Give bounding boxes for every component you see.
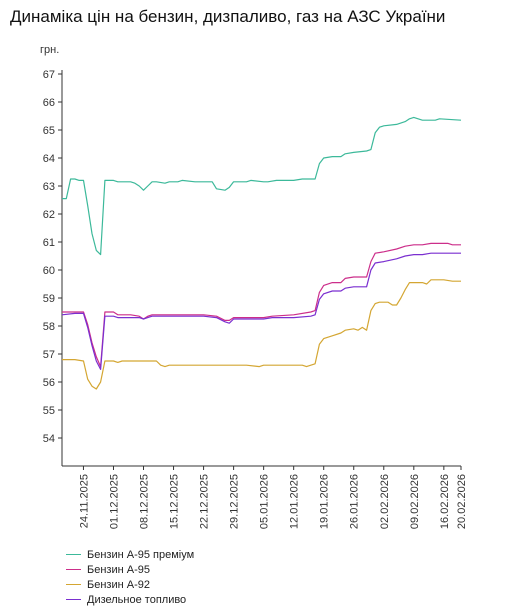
y-tick-label: 61 (43, 237, 55, 249)
price-line-chart: грн. 54 55 56 57 58 59 60 61 62 63 64 65 66 67 24.11.20… (40, 44, 468, 529)
x-tick-label: 08.12.2025 (139, 474, 151, 529)
y-tick-label: 58 (43, 321, 55, 333)
legend-label: Бензин А-92 (87, 578, 150, 591)
x-tick-label: 29.12.2025 (229, 474, 241, 529)
y-tick-label: 56 (43, 377, 55, 389)
legend-label: Бензин А-95 преміум (87, 548, 195, 561)
x-tick-label: 20.02.2026 (456, 474, 468, 529)
legend-swatch (66, 569, 81, 570)
chart-legend: Бензин А-95 преміум Бензин А-95 Бензин А-9… (66, 547, 194, 607)
x-tick-label: 12.01.2026 (289, 474, 301, 529)
y-tick-label: 59 (43, 293, 55, 305)
x-tick-label: 01.12.2025 (108, 474, 120, 529)
y-tick-label: 60 (43, 265, 55, 277)
y-tick-label: 62 (43, 209, 55, 221)
chart-title: Динаміка цін на бензин, дизпаливо, газ н… (10, 7, 446, 26)
y-tick-label: 65 (43, 125, 55, 137)
y-tick-label: 54 (43, 433, 55, 445)
legend-item: Бензин А-95 (66, 562, 194, 577)
series-line-1 (62, 242, 461, 368)
y-tick-label: 63 (43, 181, 55, 193)
x-tick-label: 15.12.2025 (169, 474, 181, 529)
x-tick-label: 26.01.2026 (349, 474, 361, 529)
x-tick-label: 16.02.2026 (439, 474, 451, 529)
series-line-3 (61, 252, 461, 370)
x-tick-label: 05.01.2026 (259, 474, 271, 529)
y-tick-label: 66 (43, 97, 55, 109)
y-axis-label: грн. (40, 44, 59, 56)
y-tick-label: 55 (43, 405, 55, 417)
y-tick-label: 57 (43, 349, 55, 361)
legend-swatch (66, 554, 81, 555)
series-line-2 (62, 279, 461, 390)
legend-label: Бензин А-95 (87, 563, 150, 576)
legend-swatch (66, 584, 81, 585)
x-tick-label: 22.12.2025 (199, 474, 211, 529)
y-tick-label: 64 (43, 153, 55, 165)
x-tick-label: 02.02.2026 (379, 474, 391, 529)
x-tick-label: 09.02.2026 (409, 474, 421, 529)
legend-item: Бензин А-92 (66, 577, 194, 592)
x-tick-label: 19.01.2026 (319, 474, 331, 529)
legend-item: Бензин А-95 преміум (66, 547, 194, 562)
series-line-0 (62, 116, 462, 256)
x-tick-label: 24.11.2025 (78, 474, 90, 528)
y-tick-label: 67 (43, 69, 55, 81)
